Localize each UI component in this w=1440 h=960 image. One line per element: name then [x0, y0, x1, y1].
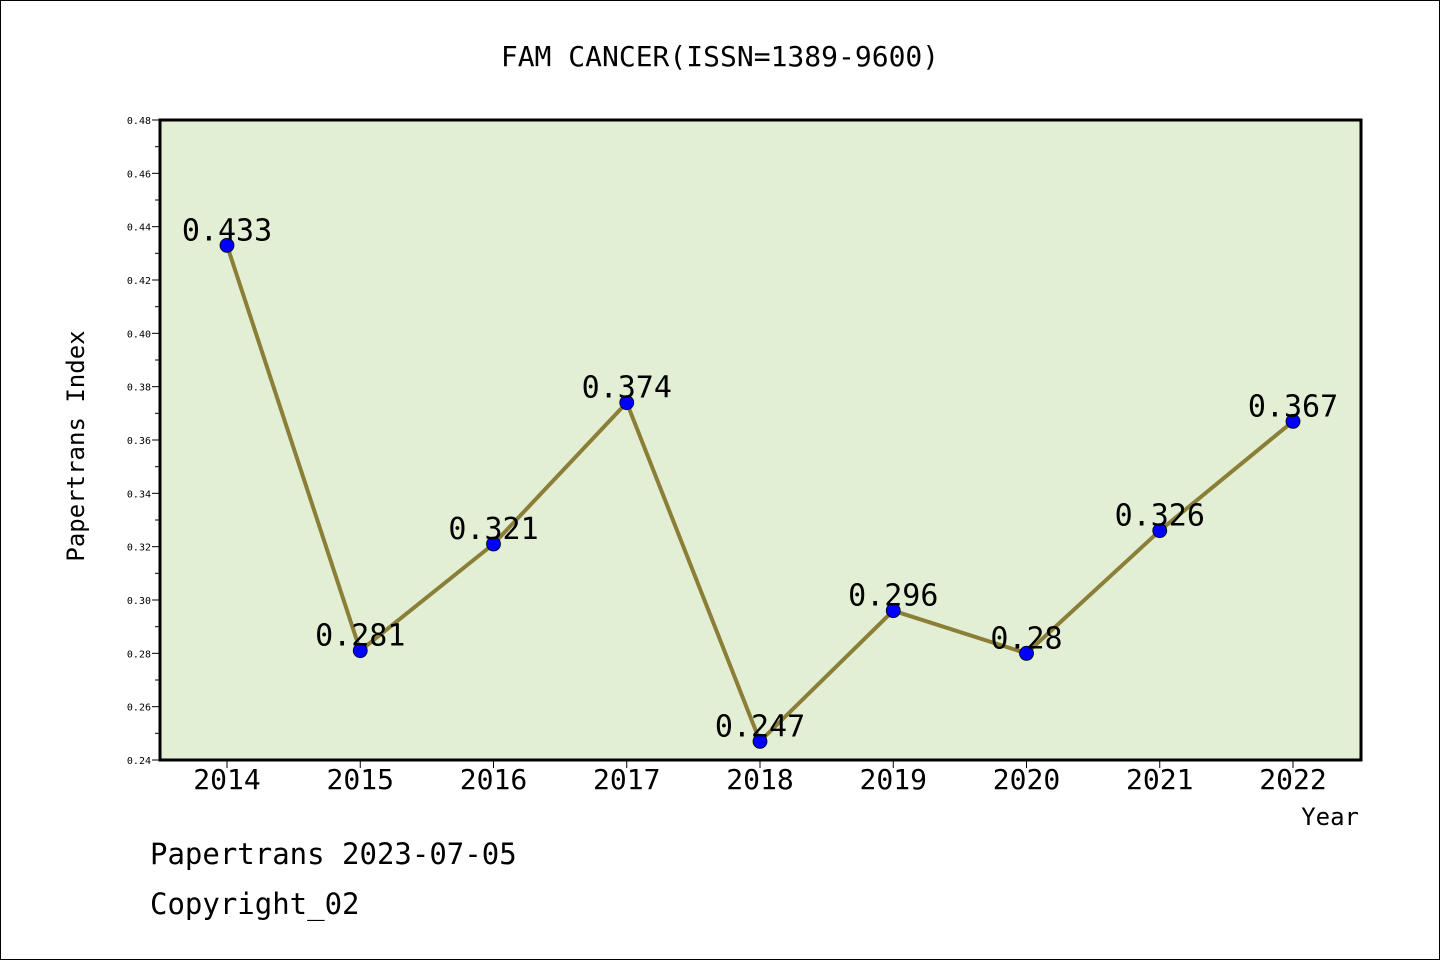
data-label: 0.367: [1248, 389, 1338, 424]
data-point: [486, 536, 501, 552]
data-point: [1285, 413, 1301, 429]
data-label: 0.433: [182, 213, 272, 248]
y-tick-label: 0.40: [127, 329, 151, 340]
x-tick-label: 2022: [1259, 763, 1326, 796]
data-label: 0.321: [448, 512, 538, 547]
plot-area: [160, 120, 1361, 760]
chart-title: FAM CANCER(ISSN=1389-9600): [501, 40, 939, 73]
x-tick-label: 2015: [327, 763, 394, 796]
y-tick-label: 0.32: [127, 543, 151, 554]
series-line-group: [219, 237, 1301, 749]
data-point: [752, 733, 768, 749]
x-tick-label: 2014: [193, 763, 260, 796]
x-tick-label: 2021: [1126, 763, 1193, 796]
x-axis-label: Year: [1301, 803, 1359, 831]
y-tick-label: 0.36: [127, 436, 151, 447]
data-point: [1019, 645, 1034, 661]
y-tick-label: 0.44: [127, 223, 151, 234]
y-tick-label: 0.38: [127, 383, 151, 394]
data-label: 0.296: [848, 579, 938, 614]
data-label: 0.28: [990, 621, 1062, 656]
y-tick-label: 0.42: [127, 276, 151, 287]
y-tick-label: 0.30: [127, 596, 151, 607]
data-label: 0.247: [715, 709, 805, 744]
data-label-group: 0.433 0.281 0.321 0.374 0.247 0.296 0.28 0.326 0…: [182, 213, 1338, 744]
x-tick-label: 2017: [593, 763, 660, 796]
data-point: [619, 395, 635, 411]
y-tick-label: 0.24: [127, 756, 151, 767]
y-tick-label: 0.34: [127, 489, 151, 500]
x-tick-label: 2016: [460, 763, 527, 796]
data-label: 0.326: [1115, 499, 1205, 534]
x-tick-label: 2020: [993, 763, 1060, 796]
data-point: [352, 643, 368, 659]
y-axis: 0.24 0.26 0.28 0.30 0.32 0.34 0.36 0.38 0.40 0.42…: [127, 116, 160, 767]
footer-copyright: Copyright_02: [150, 887, 360, 922]
data-point: [885, 603, 901, 619]
y-tick-label: 0.26: [127, 703, 151, 714]
data-point: [1152, 523, 1168, 539]
y-tick-label: 0.48: [127, 116, 151, 127]
data-label: 0.374: [582, 371, 672, 406]
footer-date: Papertrans 2023-07-05: [150, 837, 517, 871]
data-label: 0.281: [315, 619, 405, 654]
y-tick-label: 0.46: [127, 169, 151, 180]
plot-border: [158, 118, 1363, 762]
x-tick-label: 2018: [726, 763, 793, 796]
y-tick-label: 0.28: [127, 649, 151, 660]
y-axis-label: Papertrans Index: [62, 330, 90, 561]
x-axis: 2014 2015 2016 2017 2018 2019 2020 2021 2022: [193, 760, 1327, 796]
data-point: [219, 237, 235, 253]
x-tick-label: 2019: [860, 763, 927, 796]
